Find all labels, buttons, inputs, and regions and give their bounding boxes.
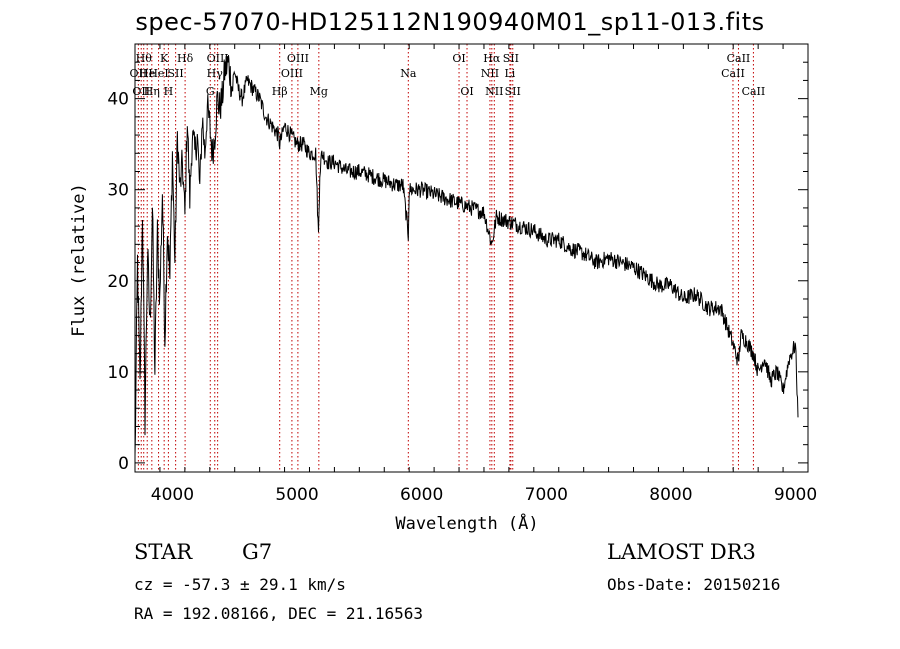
spectral-line-label: NII (481, 67, 499, 80)
spectral-line-label: SII (503, 52, 519, 65)
spectral-line-label: HeI (148, 67, 168, 80)
x-tick-label: 9000 (774, 485, 817, 505)
spectral-line-label: He (139, 67, 155, 80)
spectral-line-label: Na (400, 67, 417, 80)
spectral-line-label: OII (132, 85, 150, 98)
x-tick-label: 7000 (525, 485, 568, 505)
spectral-line-label: Li (504, 67, 515, 80)
y-axis-ticks: 0 10 20 30 40 (107, 61, 808, 474)
spectral-line-label: Hβ (272, 85, 288, 98)
y-tick-label: 40 (107, 90, 129, 110)
x-tick-label: 4000 (151, 485, 194, 505)
object-subclass: G7 (242, 540, 273, 564)
spectral-line-label: H (164, 85, 174, 98)
spectral-line-label: SII (168, 67, 184, 80)
spectral-line-label: OIII (207, 52, 229, 65)
spectral-line-label: OII (130, 67, 148, 80)
coordinates-text: RA = 192.08166, DEC = 21.16563 (134, 604, 423, 623)
spectral-line-label: K (160, 52, 169, 65)
spectral-line-label: CaII (721, 67, 745, 80)
redshift-text: cz = -57.3 ± 29.1 km/s (134, 575, 346, 594)
spectral-line-label: OIII (287, 52, 309, 65)
plot-frame (134, 43, 809, 473)
spectrum-line (134, 55, 799, 456)
spectral-line-label: CaII (727, 52, 751, 65)
y-tick-label: 20 (107, 272, 129, 292)
chart-title: spec-57070-HD125112N190940M01_sp11-013.f… (135, 8, 765, 36)
spectral-line-labels: OII OII Hθ He Hη HeI K H SII Hδ G Hγ OIII Hβ OIII OIII M… (130, 52, 766, 98)
x-axis-label: Wavelength (Å) (395, 512, 538, 534)
spectral-line-label: Hη (144, 85, 160, 98)
x-axis-ticks: 4000 5000 6000 7000 8000 9000 (134, 44, 817, 505)
spectral-line-label: G (206, 85, 215, 98)
y-axis-label: Flux (relative) (69, 183, 89, 337)
spectral-line-label: Hδ (177, 52, 194, 65)
spectral-line-label: Hθ (136, 52, 153, 65)
spectral-line-markers (137, 44, 754, 472)
x-tick-label: 8000 (649, 485, 692, 505)
spectral-line-label: Hα (483, 52, 501, 65)
x-tick-label: 6000 (400, 485, 443, 505)
spectral-line-label: Mg (310, 85, 328, 98)
spectral-line-label: SII (505, 85, 521, 98)
spectral-line-label: Hγ (207, 67, 224, 80)
y-tick-label: 30 (107, 181, 129, 201)
spectral-line-label: CaII (742, 85, 766, 98)
obs-date-text: Obs-Date: 20150216 (607, 575, 781, 594)
spectral-line-label: OI (452, 52, 465, 65)
x-tick-label: 5000 (275, 485, 318, 505)
y-tick-label: 10 (107, 363, 129, 383)
y-tick-label: 0 (118, 454, 129, 474)
spectral-line-label: OIII (281, 67, 303, 80)
spectral-line-label: NII (485, 85, 503, 98)
object-class: STAR (134, 540, 193, 564)
spectral-line-label: OI (460, 85, 473, 98)
survey-name: LAMOST DR3 (607, 540, 756, 564)
